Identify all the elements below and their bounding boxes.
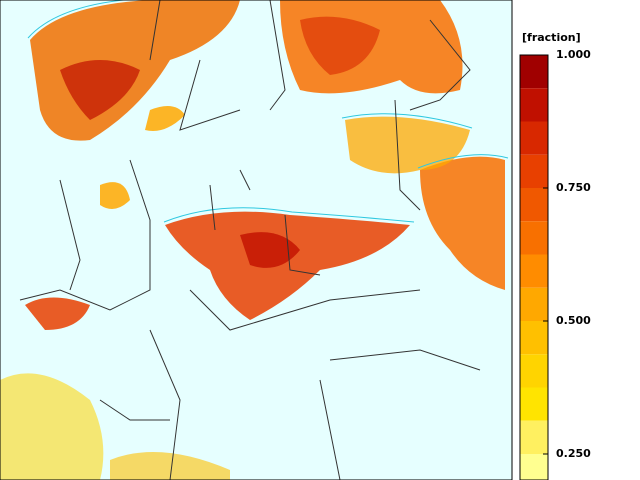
colorbar-band: [520, 88, 548, 122]
colorbar-band: [520, 154, 548, 188]
map-contours: [27, 0, 509, 223]
colorbar-band: [520, 354, 548, 388]
colorbar-band: [520, 387, 548, 421]
colorbar-band: [520, 254, 548, 288]
colorbar-band: [520, 121, 548, 155]
colorbar-tick-label: 0.500: [556, 314, 591, 327]
colorbar-band: [520, 454, 548, 480]
colorbar-band: [520, 287, 548, 321]
colorbar-band: [520, 55, 548, 89]
colorbar-tick-label: 0.750: [556, 181, 591, 194]
colorbar-band: [520, 221, 548, 255]
map-borders: [19, 0, 481, 480]
map-fields: [0, 0, 505, 480]
colorbar: 1.000 0.750 0.500 0.250: [519, 48, 591, 480]
colorbar-band: [520, 188, 548, 222]
colorbar-frame: [519, 54, 549, 480]
colorbar-tick-label: 0.250: [556, 447, 591, 460]
colorbar-tick-label: 1.000: [556, 48, 591, 61]
colorbar-title: [fraction]: [522, 31, 581, 44]
colorbar-band: [520, 321, 548, 355]
map-frame: [0, 0, 513, 480]
colorbar-band: [520, 420, 548, 454]
